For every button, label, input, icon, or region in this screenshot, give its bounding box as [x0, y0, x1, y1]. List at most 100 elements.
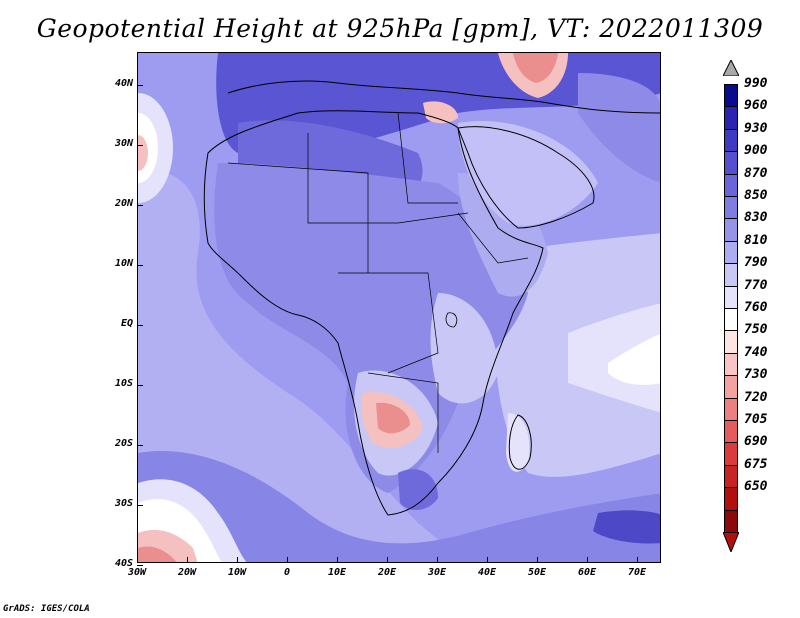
- lake-victoria: [445, 312, 458, 328]
- colorbar-under-arrow: [723, 532, 739, 552]
- ocean-pale-east: [568, 303, 660, 413]
- y-tick-mark: [137, 205, 143, 206]
- colorbar-label: 690: [744, 434, 768, 450]
- x-tick-label: 30E: [427, 567, 447, 578]
- ocean-south-darker: [593, 510, 660, 544]
- colorbar-over-arrow: [723, 60, 739, 76]
- colorbar-cell: [724, 173, 738, 197]
- colorbar-cell: [724, 240, 738, 265]
- y-tick-label: 20N: [114, 198, 133, 209]
- colorbar-label: 720: [744, 389, 768, 405]
- x-tick-mark: [587, 557, 588, 563]
- ocean-white-east: [608, 333, 660, 385]
- x-tick-label: 20W: [177, 567, 197, 578]
- x-tick-mark: [437, 557, 438, 563]
- y-tick-mark: [137, 325, 143, 326]
- border-1: [227, 162, 369, 273]
- x-tick-label: 10W: [227, 567, 247, 578]
- chart-title: Geopotential Height at 925hPa [gpm], VT:…: [36, 14, 764, 43]
- y-tick-label: 40N: [114, 78, 133, 89]
- x-tick-label: 20E: [377, 567, 397, 578]
- y-tick-mark: [137, 265, 143, 266]
- y-tick-label: 40S: [114, 558, 133, 569]
- high-sw-red: [138, 546, 177, 562]
- colorbar-label: 760: [744, 300, 768, 315]
- colorbar-label: 705: [744, 412, 768, 427]
- colorbar-cell: [724, 487, 738, 511]
- colorbar-label: 730: [744, 367, 768, 383]
- colorbar-cell: [724, 464, 738, 489]
- x-tick-mark: [337, 557, 338, 563]
- high-azores-pink: [138, 135, 148, 171]
- x-tick-mark: [537, 557, 538, 563]
- colorbar-label: 850: [744, 188, 768, 203]
- y-tick-label: EQ: [120, 318, 133, 329]
- colorbar-cell: [724, 196, 738, 220]
- x-tick-mark: [637, 557, 638, 563]
- colorbar-label: 740: [744, 344, 768, 360]
- border-3: [338, 272, 439, 374]
- y-tick-mark: [137, 445, 143, 446]
- colorbar: [723, 60, 740, 552]
- x-tick-label: 10E: [327, 567, 347, 578]
- x-tick-label: 30W: [127, 567, 147, 578]
- y-tick-mark: [137, 145, 143, 146]
- x-tick-label: 50E: [527, 567, 547, 578]
- colorbar-cell: [724, 218, 738, 242]
- south-africa-low: [398, 469, 438, 510]
- y-tick-mark: [137, 85, 143, 86]
- horn-light: [458, 173, 548, 297]
- colorbar-cell: [724, 263, 738, 287]
- colorbar-cell: [724, 330, 738, 354]
- east-africa-light: [430, 293, 498, 404]
- y-tick-label: 10S: [114, 378, 133, 389]
- colorbar-cell: [724, 84, 738, 108]
- geopotential-field: [138, 53, 660, 562]
- europe-coast: [227, 80, 660, 114]
- border-6: [457, 212, 529, 264]
- colorbar-label: 990: [744, 76, 768, 91]
- x-tick-label: 40E: [477, 567, 497, 578]
- x-tick-label: 70E: [627, 567, 647, 578]
- colorbar-cell: [724, 285, 738, 309]
- colorbar-label: 930: [744, 120, 768, 136]
- colorbar-label: 810: [744, 232, 768, 248]
- y-tick-mark: [137, 385, 143, 386]
- colorbar-cell: [724, 509, 738, 533]
- x-tick-mark: [287, 557, 288, 563]
- y-tick-mark: [137, 565, 143, 566]
- iran-mid: [578, 73, 660, 183]
- turkey-high-red: [513, 53, 558, 83]
- arabia-outline: [457, 126, 595, 229]
- colorbar-label: 675: [744, 456, 768, 472]
- x-tick-mark: [187, 557, 188, 563]
- africa-coastline: [203, 110, 544, 516]
- colorbar-cell: [724, 375, 738, 399]
- colorbar-cell: [724, 151, 738, 175]
- border-4: [367, 372, 439, 453]
- y-tick-label: 10N: [114, 258, 133, 269]
- y-tick-mark: [137, 505, 143, 506]
- colorbar-label: 900: [744, 143, 768, 159]
- colorbar-cell: [724, 106, 738, 130]
- x-tick-mark: [487, 557, 488, 563]
- x-tick-mark: [387, 557, 388, 563]
- map-panel: [137, 52, 661, 563]
- x-tick-mark: [237, 557, 238, 563]
- levant-high: [423, 101, 458, 124]
- border-5: [397, 112, 458, 204]
- colorbar-label: 790: [744, 255, 768, 271]
- south-africa-red: [376, 402, 410, 434]
- x-tick-label: 0: [283, 567, 291, 578]
- colorbar-label: 960: [744, 98, 768, 114]
- x-tick-mark: [137, 557, 138, 563]
- colorbar-label: 770: [744, 277, 768, 293]
- colorbar-cell: [724, 308, 738, 332]
- colorbar-label: 830: [744, 210, 768, 226]
- y-tick-label: 30N: [114, 138, 133, 149]
- colorbar-cell: [724, 397, 738, 421]
- colorbar-label: 870: [744, 165, 768, 181]
- arabia-light: [458, 121, 598, 226]
- y-tick-label: 30S: [114, 498, 133, 509]
- ocean-south-dark: [138, 451, 660, 562]
